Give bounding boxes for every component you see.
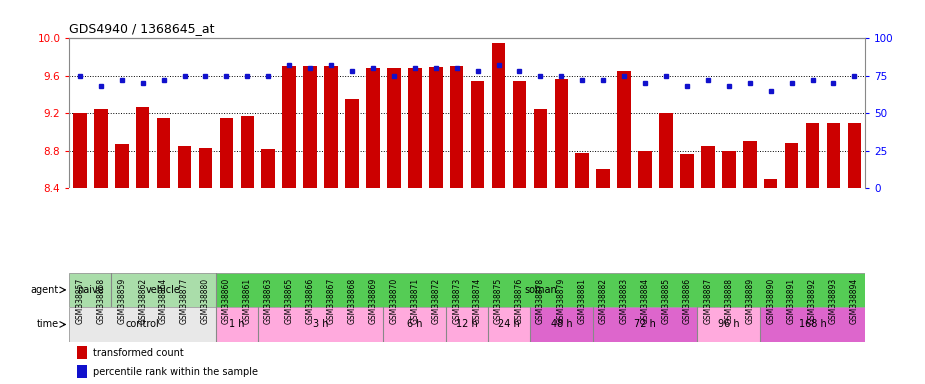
- Text: control: control: [126, 319, 159, 329]
- Bar: [450, 66, 463, 188]
- Bar: [345, 99, 359, 188]
- Text: 24 h: 24 h: [499, 319, 520, 329]
- Bar: [446, 307, 488, 342]
- Bar: [764, 179, 778, 188]
- Bar: [530, 307, 593, 342]
- Bar: [847, 122, 861, 188]
- Text: 12 h: 12 h: [456, 319, 478, 329]
- Bar: [492, 43, 505, 188]
- Bar: [240, 116, 254, 188]
- Text: percentile rank within the sample: percentile rank within the sample: [93, 367, 258, 377]
- Text: 48 h: 48 h: [550, 319, 573, 329]
- Bar: [701, 146, 715, 188]
- Bar: [94, 109, 107, 188]
- Text: vehicle: vehicle: [146, 285, 181, 295]
- Bar: [156, 118, 170, 188]
- Text: transformed count: transformed count: [93, 348, 184, 358]
- Text: 3 h: 3 h: [313, 319, 328, 329]
- Bar: [827, 122, 840, 188]
- Bar: [262, 149, 275, 188]
- Bar: [575, 152, 589, 188]
- Text: GDS4940 / 1368645_at: GDS4940 / 1368645_at: [69, 22, 215, 35]
- Text: 1 h: 1 h: [229, 319, 244, 329]
- Bar: [593, 307, 697, 342]
- Bar: [512, 81, 526, 188]
- Text: time: time: [37, 319, 59, 329]
- Bar: [219, 118, 233, 188]
- Bar: [697, 307, 760, 342]
- Bar: [258, 307, 383, 342]
- Text: 168 h: 168 h: [798, 319, 826, 329]
- Text: 96 h: 96 h: [718, 319, 740, 329]
- Bar: [806, 122, 820, 188]
- Bar: [325, 66, 338, 188]
- Bar: [136, 107, 150, 188]
- Bar: [680, 154, 694, 188]
- Text: 6 h: 6 h: [407, 319, 423, 329]
- Bar: [78, 346, 87, 359]
- Bar: [216, 273, 865, 307]
- Bar: [387, 68, 401, 188]
- Bar: [78, 365, 87, 378]
- Bar: [303, 66, 317, 188]
- Bar: [617, 71, 631, 188]
- Text: 72 h: 72 h: [635, 319, 656, 329]
- Bar: [73, 113, 87, 188]
- Bar: [383, 307, 446, 342]
- Bar: [638, 151, 652, 188]
- Bar: [660, 113, 672, 188]
- Text: soman: soman: [524, 285, 557, 295]
- Bar: [429, 68, 442, 188]
- Bar: [488, 307, 530, 342]
- Bar: [471, 81, 485, 188]
- Bar: [597, 169, 610, 188]
- Bar: [282, 66, 296, 188]
- Bar: [408, 68, 422, 188]
- Text: naive: naive: [77, 285, 104, 295]
- Bar: [554, 79, 568, 188]
- Bar: [366, 68, 380, 188]
- Bar: [760, 307, 865, 342]
- Bar: [216, 307, 258, 342]
- Bar: [722, 151, 735, 188]
- Bar: [178, 146, 191, 188]
- Bar: [199, 148, 212, 188]
- Bar: [534, 109, 548, 188]
- Bar: [111, 273, 216, 307]
- Bar: [743, 141, 757, 188]
- Bar: [69, 273, 111, 307]
- Bar: [784, 143, 798, 188]
- Bar: [69, 307, 216, 342]
- Bar: [115, 144, 129, 188]
- Text: agent: agent: [31, 285, 59, 295]
